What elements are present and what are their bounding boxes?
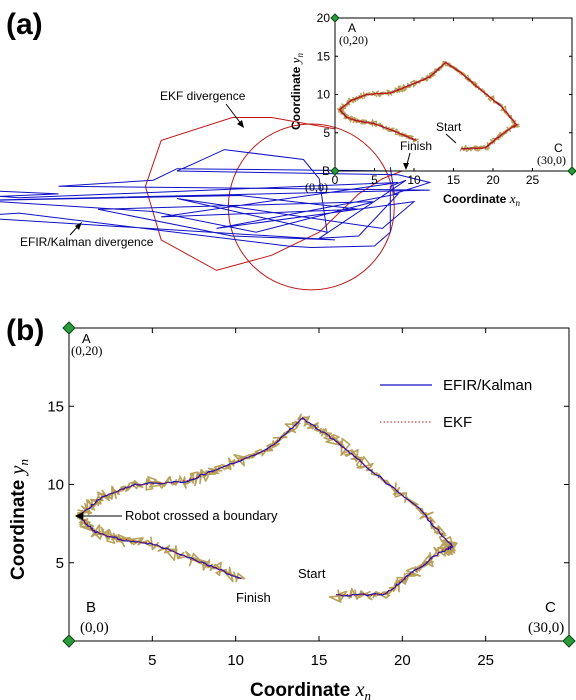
x-tick-label: 5	[148, 652, 156, 669]
inset-trajectory	[340, 62, 517, 149]
inset-xlabel-text: Coordinate	[443, 192, 507, 206]
corner-b-coord: (0,0)	[80, 620, 109, 636]
divergence-paths	[0, 118, 430, 290]
efir-divergence-label: EFIR/Kalman divergence	[20, 235, 154, 249]
x-tick-label: 20	[394, 652, 411, 669]
xlabel-var: x	[355, 679, 365, 700]
x-tick-label: 15	[447, 173, 461, 187]
corner-c-coord: (30,0)	[528, 620, 564, 636]
inset-xlabel-sub: n	[515, 198, 520, 208]
legend-ekf-label: EKF	[443, 414, 472, 431]
ylabel-text: Coordinate	[8, 480, 29, 580]
svg-text:Coordinate xn: Coordinate xn	[250, 679, 371, 700]
y-tick-label: 5	[56, 555, 64, 572]
ekf-divergence-arrow	[226, 104, 242, 125]
ekf-divergence-label: EKF divergence	[160, 89, 246, 103]
marker-c	[563, 635, 575, 647]
x-tick-label: 25	[526, 173, 540, 187]
inset-corner-a-coord: (0,20)	[339, 33, 368, 47]
x-axis-label: Coordinate xn	[250, 679, 371, 700]
inset-corner-c-coord: (30,0)	[537, 153, 566, 167]
corner-c-label: C	[545, 599, 556, 616]
efir-divergence-path	[0, 150, 430, 248]
y-tick-label: 15	[317, 49, 331, 63]
y-tick-label: 10	[317, 88, 331, 102]
inset-start-label: Start	[436, 120, 462, 134]
x-tick-label: 5	[371, 173, 378, 187]
y-axis-label: Coordinate yn	[7, 459, 31, 580]
inset-y-axis-label: Coordinate yn	[288, 53, 305, 130]
inset-noise-band	[338, 62, 520, 152]
ylabel-var: y	[7, 465, 29, 476]
xlabel-text: Coordinate	[250, 680, 350, 700]
trajectory	[79, 418, 452, 596]
svg-text:Coordinate yn: Coordinate yn	[7, 459, 31, 580]
inset-finish-label: Finish	[400, 139, 432, 153]
efir-kalman-line	[340, 63, 517, 149]
svg-text:Coordinate yn: Coordinate yn	[288, 53, 305, 130]
inset-corner-b-coord: (0,0)	[305, 180, 328, 194]
x-tick-label: 25	[477, 652, 494, 669]
marker-c	[568, 167, 576, 175]
panel-b-label: (b)	[6, 314, 44, 347]
corner-b-label: B	[86, 599, 96, 616]
measurement-noise	[338, 62, 520, 152]
y-tick-label: 10	[47, 477, 64, 494]
x-tick-label: 15	[311, 652, 328, 669]
x-tick-label: 10	[227, 652, 244, 669]
legend: EFIR/Kalman EKF	[380, 377, 532, 431]
finish-label: Finish	[236, 590, 271, 605]
y-tick-label: 20	[317, 11, 331, 25]
ekf-divergence-circle	[228, 124, 394, 290]
x-tick-label: 20	[486, 173, 500, 187]
inset-x-axis-label: Coordinate xn	[443, 191, 520, 208]
legend-efir-label: EFIR/Kalman	[443, 377, 532, 394]
x-tick-label: 10	[407, 173, 421, 187]
inset-start-arrow	[446, 134, 456, 143]
efir-kalman-line	[80, 418, 453, 596]
ekf-divergence-arrowhead	[237, 120, 244, 128]
start-label: Start	[298, 566, 326, 581]
marker-a	[331, 14, 339, 22]
y-tick-label: B	[322, 164, 330, 178]
marker-a	[63, 322, 75, 334]
panel-a-label: (a)	[6, 8, 43, 41]
corner-a-coord: (0,20)	[71, 343, 102, 358]
inset-ylabel-text: Coordinate	[289, 66, 303, 130]
ylabel-sub: n	[16, 459, 31, 466]
inset-finish-arrowhead	[403, 163, 409, 170]
svg-text:Coordinate xn: Coordinate xn	[443, 191, 520, 208]
y-tick-label: 5	[323, 126, 330, 140]
inset-ylabel-sub: n	[295, 53, 305, 58]
boundary-label: Robot crossed a boundary	[125, 508, 278, 523]
y-tick-label: 15	[47, 398, 64, 415]
marker-b	[63, 635, 75, 647]
xlabel-sub: n	[364, 688, 371, 700]
